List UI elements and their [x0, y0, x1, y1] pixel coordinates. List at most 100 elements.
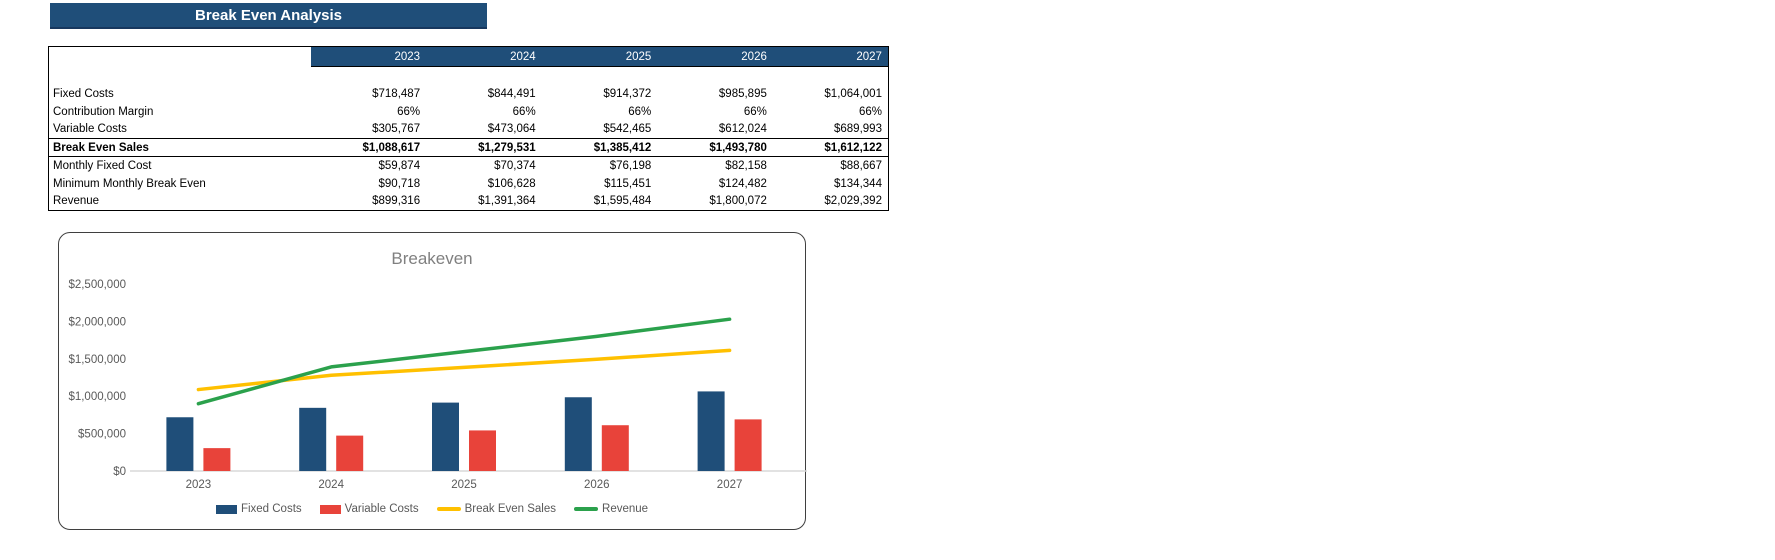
- value-cell[interactable]: 66%: [512, 105, 536, 118]
- value-cell[interactable]: $473,064: [487, 123, 536, 136]
- break-even-table: 2023 2024 2025 2026 2027 Fixed Costs $718,487…: [48, 46, 889, 211]
- value-cell[interactable]: $1,493,780: [657, 138, 773, 157]
- row-label-cell[interactable]: Variable Costs: [53, 123, 127, 136]
- bar-variable-costs: [336, 435, 364, 471]
- year-header-cell[interactable]: 2027: [772, 46, 889, 67]
- value-cell[interactable]: $90,718: [378, 177, 421, 190]
- table-row: Revenue $899,316 $1,391,364 $1,595,484 $1,80…: [48, 192, 889, 211]
- legend-label: Fixed Costs: [240, 503, 302, 515]
- breakeven-chart[interactable]: $0 $500,000 $1,000,000 $1,500,000 $2,000,000…: [58, 232, 807, 530]
- value-cell[interactable]: 66%: [858, 105, 882, 118]
- value-cell[interactable]: $1,279,531: [426, 138, 542, 157]
- chart-title: Breakeven: [391, 249, 473, 268]
- value-cell[interactable]: $76,198: [609, 159, 652, 172]
- empty-cell[interactable]: [657, 67, 773, 85]
- year-header-cell[interactable]: 2026: [657, 46, 773, 67]
- row-label-cell[interactable]: Contribution Margin: [53, 105, 154, 118]
- value-cell[interactable]: $134,344: [834, 177, 882, 190]
- table-row: Minimum Monthly Break Even $90,718 $106,62…: [49, 175, 889, 193]
- value-cell[interactable]: 66%: [628, 105, 652, 118]
- x-tick-label: 2026: [584, 479, 610, 491]
- value-cell[interactable]: $1,385,412: [541, 138, 658, 157]
- empty-cell[interactable]: [426, 67, 542, 85]
- legend-label: Break Even Sales: [464, 503, 557, 515]
- break-even-table-body: Fixed Costs $718,487 $844,491 $914,372 $985,…: [48, 67, 889, 211]
- sheet-title-label: Break Even Analysis: [194, 6, 343, 24]
- row-label-cell[interactable]: Revenue: [48, 192, 311, 211]
- line-break-even-sales: [196, 348, 732, 392]
- legend-line-swatch-icon: [574, 507, 599, 511]
- table-row: Monthly Fixed Cost $59,874 $70,374 $76,198 $…: [49, 157, 889, 175]
- legend-item-fixed-costs: Fixed Costs: [215, 503, 302, 515]
- value-cell[interactable]: $1,088,617: [310, 138, 427, 157]
- table-row: Variable Costs $305,767 $473,064 $542,465 $6…: [49, 121, 889, 139]
- empty-cell[interactable]: [49, 67, 311, 85]
- value-cell[interactable]: 66%: [743, 105, 767, 118]
- value-cell[interactable]: $689,993: [834, 123, 882, 136]
- value-cell[interactable]: $844,491: [487, 87, 536, 100]
- y-tick-label: $2,000,000: [68, 316, 126, 328]
- value-cell[interactable]: $542,465: [603, 123, 652, 136]
- table-row: Fixed Costs $718,487 $844,491 $914,372 $985,…: [49, 85, 889, 103]
- line-revenue: [196, 317, 732, 406]
- value-cell[interactable]: $82,158: [725, 159, 767, 172]
- bar-variable-costs: [203, 448, 231, 471]
- empty-cell[interactable]: [542, 67, 658, 85]
- row-label-cell[interactable]: Monthly Fixed Cost: [53, 159, 152, 172]
- header-corner-cell[interactable]: [48, 46, 311, 67]
- y-tick-label: $500,000: [78, 429, 126, 441]
- legend-item-break-even-sales: Break Even Sales: [436, 503, 557, 515]
- value-cell[interactable]: $1,064,001: [824, 87, 882, 100]
- year-header-cell[interactable]: 2025: [541, 46, 658, 67]
- bar-fixed-costs: [564, 397, 592, 471]
- x-tick-label: 2023: [186, 479, 212, 491]
- y-tick-label: $0: [113, 466, 126, 478]
- value-cell[interactable]: $59,874: [378, 159, 421, 172]
- sheet-title-cell[interactable]: Break Even Analysis: [50, 3, 487, 29]
- x-tick-label: 2024: [318, 479, 344, 491]
- bar-fixed-costs: [432, 402, 459, 471]
- value-cell[interactable]: $914,372: [603, 87, 652, 100]
- year-header-cell[interactable]: 2024: [426, 46, 542, 67]
- y-tick-label: $2,500,000: [68, 279, 126, 291]
- table-header-row: 2023 2024 2025 2026 2027: [48, 46, 889, 67]
- legend-bar-swatch-icon: [319, 504, 341, 514]
- row-label-cell[interactable]: Break Even Sales: [48, 138, 311, 157]
- breakeven-chart-plot: $0 $500,000 $1,000,000 $1,500,000 $2,000,000…: [68, 279, 807, 491]
- row-label-cell[interactable]: Minimum Monthly Break Even: [53, 177, 206, 190]
- row-label-cell[interactable]: Fixed Costs: [53, 87, 114, 100]
- value-cell[interactable]: $1,612,122: [772, 138, 889, 157]
- table-row: Break Even Sales $1,088,617 $1,279,531 $1,3…: [48, 138, 889, 157]
- value-cell[interactable]: $1,595,484: [541, 192, 658, 211]
- spacer-row: [49, 67, 889, 85]
- y-tick-label: $1,000,000: [68, 391, 126, 403]
- bar-fixed-costs: [299, 407, 327, 471]
- legend-label: Variable Costs: [344, 503, 419, 515]
- value-cell[interactable]: $1,391,364: [426, 192, 542, 211]
- value-cell[interactable]: $2,029,392: [772, 192, 889, 211]
- value-cell[interactable]: $1,800,072: [657, 192, 773, 211]
- value-cell[interactable]: $106,628: [487, 177, 536, 190]
- bar-fixed-costs: [697, 391, 725, 471]
- legend-label: Revenue: [602, 503, 649, 515]
- bar-fixed-costs: [166, 417, 194, 471]
- value-cell[interactable]: $124,482: [718, 177, 767, 190]
- empty-cell[interactable]: [773, 67, 889, 85]
- year-header-cell[interactable]: 2023: [310, 46, 427, 67]
- empty-cell[interactable]: [311, 67, 427, 85]
- value-cell[interactable]: 66%: [397, 105, 421, 118]
- value-cell[interactable]: $718,487: [372, 87, 421, 100]
- value-cell[interactable]: $985,895: [718, 87, 767, 100]
- x-tick-label: 2025: [451, 479, 477, 491]
- table-row: Contribution Margin 66% 66% 66% 66% 66%: [49, 103, 889, 121]
- value-cell[interactable]: $115,451: [604, 177, 652, 190]
- value-cell[interactable]: $305,767: [372, 123, 421, 136]
- x-tick-label: 2027: [717, 479, 743, 491]
- value-cell[interactable]: $88,667: [840, 159, 882, 172]
- legend-item-variable-costs: Variable Costs: [319, 503, 419, 515]
- value-cell[interactable]: $899,316: [310, 192, 427, 211]
- chart-legend: Fixed Costs Variable Costs Break Even Sale…: [59, 503, 805, 515]
- value-cell[interactable]: $70,374: [494, 159, 536, 172]
- value-cell[interactable]: $612,024: [718, 123, 767, 136]
